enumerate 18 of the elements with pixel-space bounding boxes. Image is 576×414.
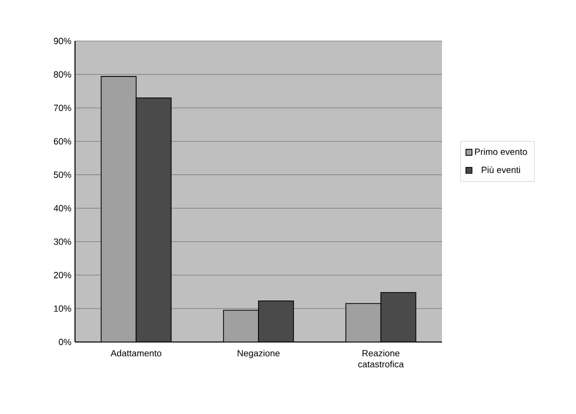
y-tick-label: 40% <box>54 205 72 212</box>
x-tick-label: Adattamento <box>110 350 162 356</box>
y-tick-label: 80% <box>54 71 72 78</box>
x-tick-label: Negazione <box>238 350 280 358</box>
bar <box>345 303 382 342</box>
y-tick-label: 90% <box>54 38 72 44</box>
legend-label: Primo evento <box>475 148 527 155</box>
legend-label: Più eventi <box>482 166 520 174</box>
y-tick-label: 60% <box>54 138 72 145</box>
y-tick-label: 10% <box>54 305 72 312</box>
y-tick-label: 70% <box>54 104 72 112</box>
y-tick-label: 50% <box>54 172 72 178</box>
y-tick-label: 30% <box>54 238 72 245</box>
bar <box>100 76 137 342</box>
bar <box>223 310 259 342</box>
x-tick-label: Reazione catastrofica <box>358 350 404 368</box>
y-tick-label: 20% <box>54 272 72 278</box>
y-tick-label: 0% <box>58 338 72 346</box>
